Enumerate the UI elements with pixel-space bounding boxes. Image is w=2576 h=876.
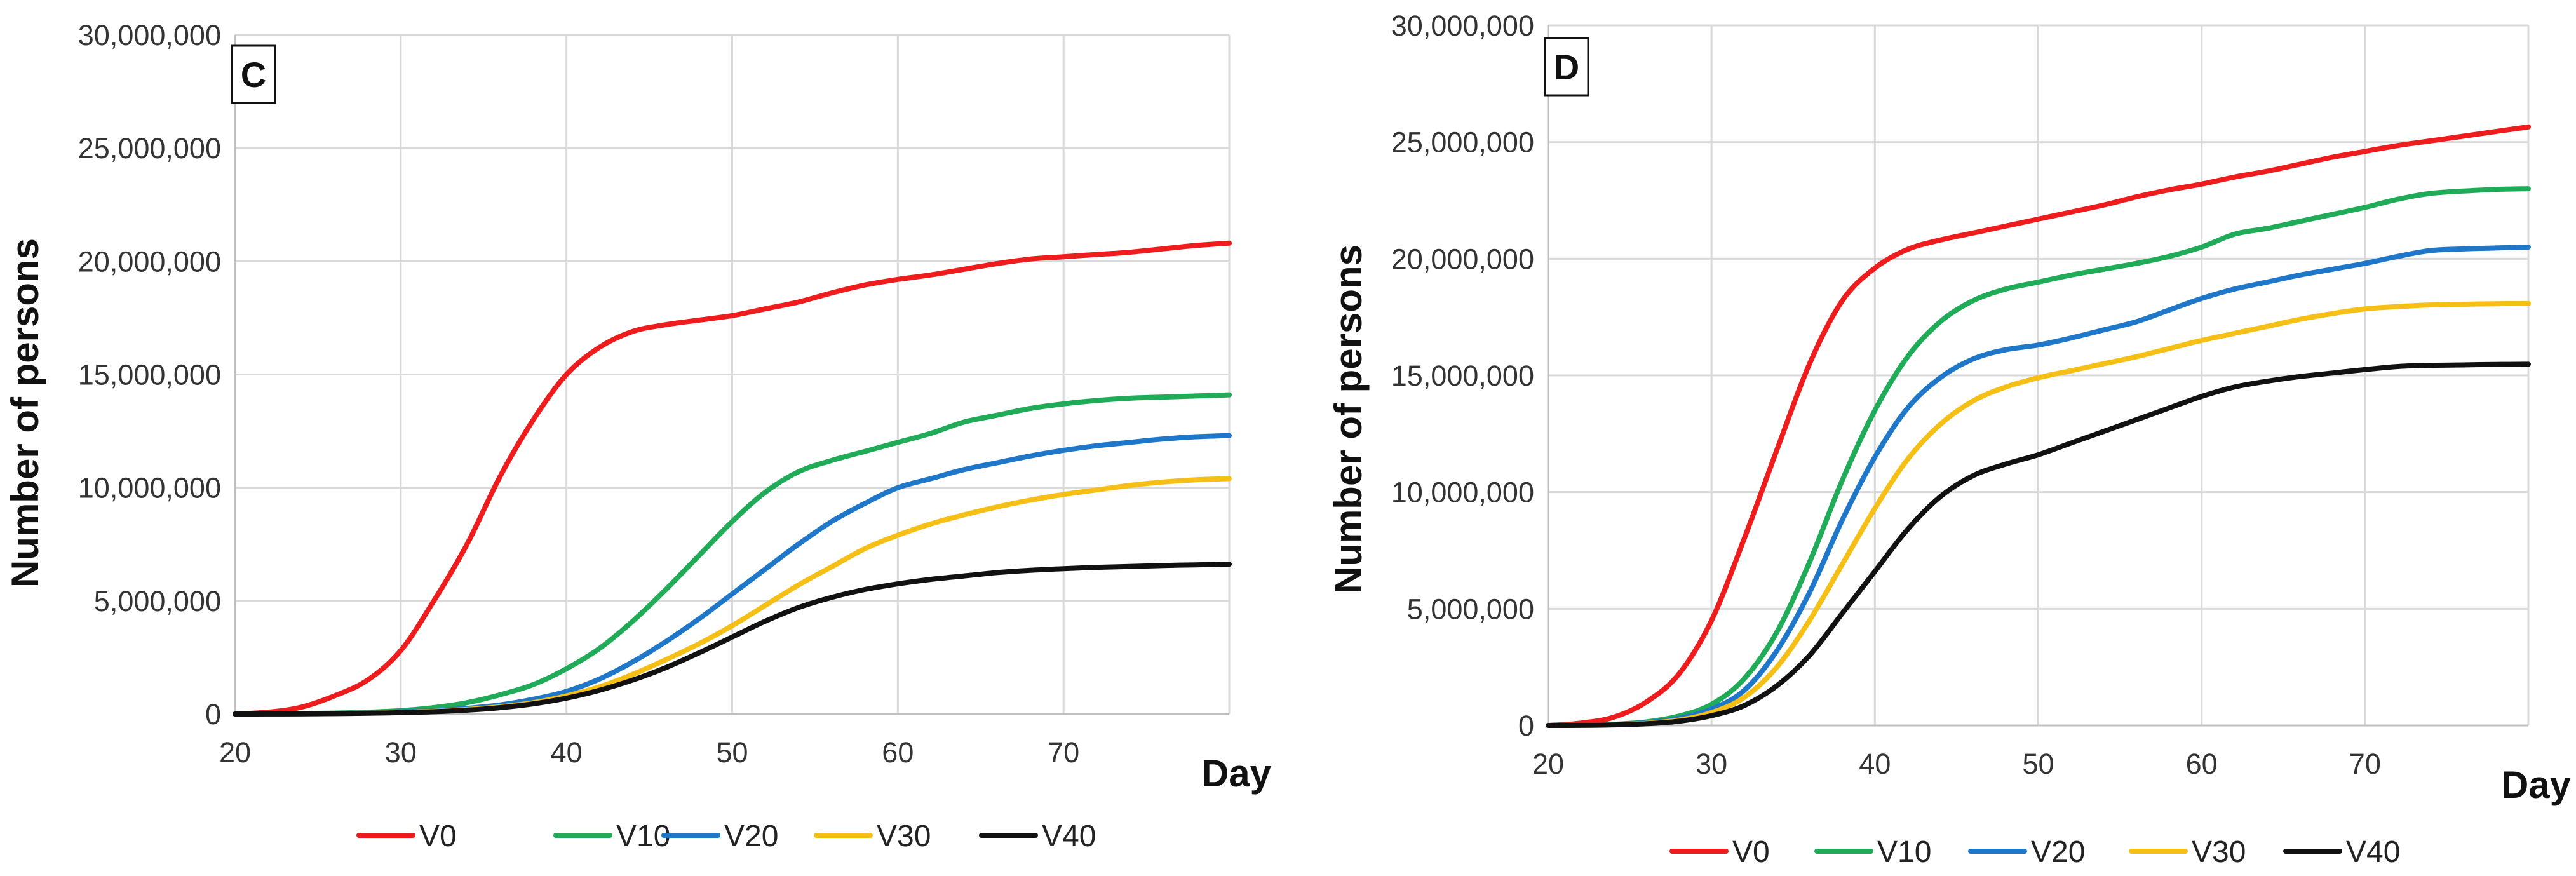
x-tick-label: 20 [219, 736, 251, 769]
panel-label-box [1544, 37, 1589, 97]
x-tick-label: 50 [716, 736, 748, 769]
legend-label-v40: V40 [2346, 835, 2400, 869]
y-tick-label: 20,000,000 [1391, 243, 1534, 275]
y-tick-label: 5,000,000 [1407, 593, 1534, 625]
y-tick-label: 20,000,000 [78, 245, 221, 278]
y-tick-label: 15,000,000 [1391, 360, 1534, 392]
y-tick-label: 25,000,000 [78, 132, 221, 165]
series-line-v20 [1546, 245, 2531, 728]
legend-label-v0: V0 [1732, 835, 1770, 869]
legend: V0 V10 V20 V30 V40 [356, 819, 1096, 853]
legend-label-v20: V20 [724, 819, 778, 853]
y-tick-label: 5,000,000 [94, 585, 221, 617]
legend-label-v0: V0 [419, 819, 457, 853]
legend-label-v30: V30 [877, 819, 931, 853]
y-axis-title: Number of persons [1327, 245, 1370, 594]
y-tick-label: 15,000,000 [78, 359, 221, 391]
y-tick-label: 0 [205, 698, 221, 731]
series-line-v40 [233, 562, 1232, 717]
x-tick-label: 50 [2022, 748, 2054, 780]
panel-label: C [241, 55, 266, 95]
legend: V0 V10 V20 V30 V40 [1669, 835, 2400, 869]
y-tick-label: 25,000,000 [1391, 126, 1534, 159]
legend-label-v10: V10 [616, 819, 670, 853]
legend-label-v20: V20 [2031, 835, 2085, 869]
y-tick-label: 10,000,000 [78, 472, 221, 504]
x-tick-label: 60 [2186, 748, 2218, 780]
panel-label: D [1554, 47, 1579, 87]
y-tick-label: 0 [1518, 710, 1534, 742]
y-tick-label: 30,000,000 [1391, 10, 1534, 42]
chart-panel-d: 0 5,000,000 10,000,000 15,000,000 20,000,000… [1327, 10, 2572, 869]
x-tick-label: 40 [551, 736, 583, 769]
legend-label-v10: V10 [1877, 835, 1931, 869]
y-axis-title: Number of persons [4, 238, 46, 588]
x-tick-label: 30 [385, 736, 417, 769]
series-line-v10 [1546, 186, 2531, 728]
x-tick-label: 60 [882, 736, 914, 769]
x-tick-label: 70 [1048, 736, 1079, 769]
y-tick-label: 10,000,000 [1391, 476, 1534, 509]
x-tick-label: 40 [1859, 748, 1891, 780]
series-line-v30 [1546, 300, 2531, 728]
legend-label-v30: V30 [2192, 835, 2246, 869]
series-line-v40 [1546, 361, 2531, 728]
chart-panel-c: 0 5,000,000 10,000,000 15,000,000 20,000,000… [4, 19, 1272, 853]
x-tick-label: 20 [1532, 748, 1564, 780]
series-line-v0 [1546, 124, 2531, 728]
legend-label-v40: V40 [1042, 819, 1096, 853]
x-tick-label: 70 [2349, 748, 2381, 780]
x-axis-title: Day [2501, 764, 2572, 806]
series-line-v0 [233, 240, 1232, 717]
x-tick-label: 30 [1696, 748, 1727, 780]
panel-label-box [231, 44, 276, 104]
x-axis-title: Day [1201, 752, 1272, 795]
y-tick-label: 30,000,000 [78, 19, 221, 51]
